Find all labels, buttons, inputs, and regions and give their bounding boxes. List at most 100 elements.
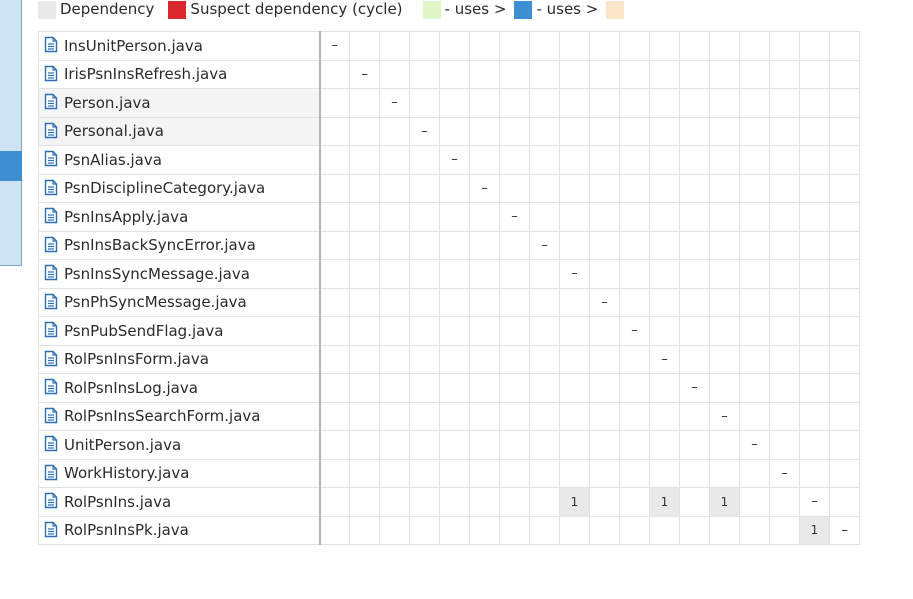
matrix-cell[interactable] xyxy=(319,116,350,146)
matrix-cell[interactable] xyxy=(349,287,380,317)
matrix-cell[interactable] xyxy=(769,373,800,403)
matrix-cell[interactable] xyxy=(529,430,560,460)
matrix-cell[interactable] xyxy=(649,202,680,232)
matrix-cell[interactable] xyxy=(439,287,470,317)
matrix-cell[interactable] xyxy=(769,487,800,517)
matrix-cell[interactable] xyxy=(589,88,620,118)
matrix-cell[interactable]: – xyxy=(529,230,560,260)
matrix-cell[interactable] xyxy=(739,515,770,545)
matrix-cell[interactable] xyxy=(349,116,380,146)
matrix-cell[interactable] xyxy=(709,145,740,175)
matrix-cell[interactable] xyxy=(829,230,860,260)
matrix-cell[interactable] xyxy=(769,515,800,545)
matrix-cell[interactable] xyxy=(319,173,350,203)
matrix-cell[interactable] xyxy=(499,458,530,488)
matrix-row[interactable]: RolPsnInsSearchForm.java – xyxy=(38,401,860,431)
matrix-cell[interactable] xyxy=(649,31,680,61)
row-header[interactable]: PsnInsBackSyncError.java xyxy=(38,230,321,260)
row-header[interactable]: Personal.java xyxy=(38,116,321,146)
matrix-cell[interactable] xyxy=(619,515,650,545)
matrix-cell[interactable]: – xyxy=(589,287,620,317)
matrix-row[interactable]: PsnPhSyncMessage.java – xyxy=(38,287,860,317)
matrix-cell[interactable] xyxy=(769,287,800,317)
matrix-cell[interactable] xyxy=(529,173,560,203)
matrix-cell[interactable]: – xyxy=(469,173,500,203)
matrix-cell[interactable] xyxy=(439,458,470,488)
matrix-cell[interactable] xyxy=(649,401,680,431)
matrix-row[interactable]: PsnInsApply.java – xyxy=(38,202,860,232)
matrix-cell[interactable] xyxy=(349,487,380,517)
matrix-cell[interactable] xyxy=(799,287,830,317)
matrix-cell[interactable] xyxy=(739,202,770,232)
matrix-cell[interactable] xyxy=(469,230,500,260)
matrix-cell[interactable] xyxy=(409,487,440,517)
matrix-cell[interactable] xyxy=(709,88,740,118)
matrix-cell[interactable] xyxy=(559,287,590,317)
matrix-cell[interactable] xyxy=(499,230,530,260)
matrix-cell[interactable] xyxy=(589,59,620,89)
matrix-cell[interactable]: – xyxy=(499,202,530,232)
matrix-cell[interactable] xyxy=(439,401,470,431)
matrix-cell[interactable] xyxy=(469,259,500,289)
matrix-cell[interactable] xyxy=(739,230,770,260)
matrix-cell[interactable] xyxy=(799,145,830,175)
matrix-cell[interactable] xyxy=(379,202,410,232)
matrix-cell[interactable] xyxy=(799,344,830,374)
matrix-cell[interactable] xyxy=(379,59,410,89)
matrix-cell[interactable] xyxy=(649,515,680,545)
row-header[interactable]: PsnDisciplineCategory.java xyxy=(38,173,321,203)
matrix-cell[interactable] xyxy=(649,373,680,403)
row-header[interactable]: RolPsnInsPk.java xyxy=(38,515,321,545)
matrix-cell[interactable] xyxy=(469,373,500,403)
matrix-cell[interactable] xyxy=(739,458,770,488)
matrix-cell[interactable] xyxy=(379,287,410,317)
matrix-cell[interactable] xyxy=(739,88,770,118)
matrix-cell[interactable] xyxy=(469,287,500,317)
matrix-cell[interactable] xyxy=(469,401,500,431)
matrix-cell[interactable] xyxy=(739,59,770,89)
matrix-cell[interactable] xyxy=(319,59,350,89)
matrix-cell[interactable]: 1 xyxy=(649,487,680,517)
matrix-cell[interactable] xyxy=(769,401,800,431)
matrix-cell[interactable] xyxy=(349,145,380,175)
matrix-cell[interactable] xyxy=(649,230,680,260)
matrix-cell[interactable] xyxy=(799,116,830,146)
matrix-cell[interactable] xyxy=(559,430,590,460)
matrix-cell[interactable] xyxy=(409,202,440,232)
matrix-cell[interactable] xyxy=(559,230,590,260)
matrix-cell[interactable] xyxy=(619,487,650,517)
matrix-cell[interactable] xyxy=(559,373,590,403)
matrix-cell[interactable] xyxy=(829,259,860,289)
matrix-cell[interactable] xyxy=(319,430,350,460)
matrix-row[interactable]: IrisPsnInsRefresh.java – xyxy=(38,59,860,89)
matrix-cell[interactable] xyxy=(439,173,470,203)
matrix-cell[interactable] xyxy=(349,401,380,431)
matrix-cell[interactable] xyxy=(829,173,860,203)
matrix-cell[interactable] xyxy=(439,259,470,289)
row-header[interactable]: WorkHistory.java xyxy=(38,458,321,488)
matrix-cell[interactable] xyxy=(409,344,440,374)
matrix-cell[interactable] xyxy=(499,287,530,317)
matrix-row[interactable]: PsnAlias.java – xyxy=(38,145,860,175)
matrix-cell[interactable] xyxy=(589,202,620,232)
matrix-cell[interactable] xyxy=(499,401,530,431)
matrix-cell[interactable] xyxy=(829,401,860,431)
matrix-cell[interactable] xyxy=(319,487,350,517)
matrix-cell[interactable] xyxy=(319,344,350,374)
matrix-cell[interactable] xyxy=(589,430,620,460)
matrix-cell[interactable] xyxy=(649,316,680,346)
matrix-cell[interactable] xyxy=(379,344,410,374)
matrix-cell[interactable] xyxy=(619,373,650,403)
matrix-row[interactable]: InsUnitPerson.java – xyxy=(38,31,860,61)
matrix-cell[interactable] xyxy=(529,59,560,89)
matrix-cell[interactable] xyxy=(739,287,770,317)
matrix-cell[interactable] xyxy=(709,344,740,374)
matrix-row[interactable]: Person.java – xyxy=(38,88,860,118)
matrix-cell[interactable] xyxy=(559,59,590,89)
matrix-row[interactable]: Personal.java – xyxy=(38,116,860,146)
matrix-cell[interactable] xyxy=(559,401,590,431)
matrix-cell[interactable] xyxy=(589,344,620,374)
matrix-cell[interactable] xyxy=(589,259,620,289)
matrix-cell[interactable] xyxy=(379,373,410,403)
matrix-cell[interactable] xyxy=(589,230,620,260)
